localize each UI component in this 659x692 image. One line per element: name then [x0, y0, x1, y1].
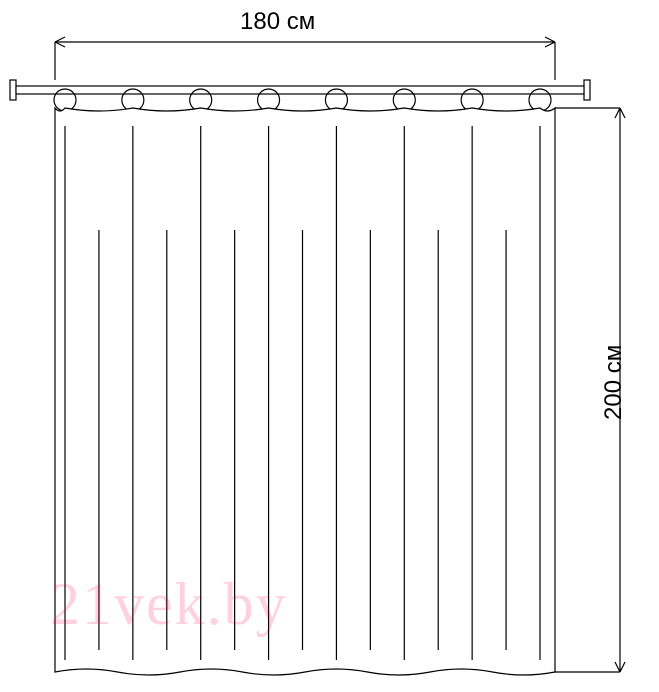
curtain-diagram-svg	[0, 0, 659, 692]
width-dimension-label: 180 см	[240, 8, 315, 36]
height-dimension-label: 200 см	[600, 345, 628, 420]
diagram-container: 180 см 200 см 21vek.by	[0, 0, 659, 692]
